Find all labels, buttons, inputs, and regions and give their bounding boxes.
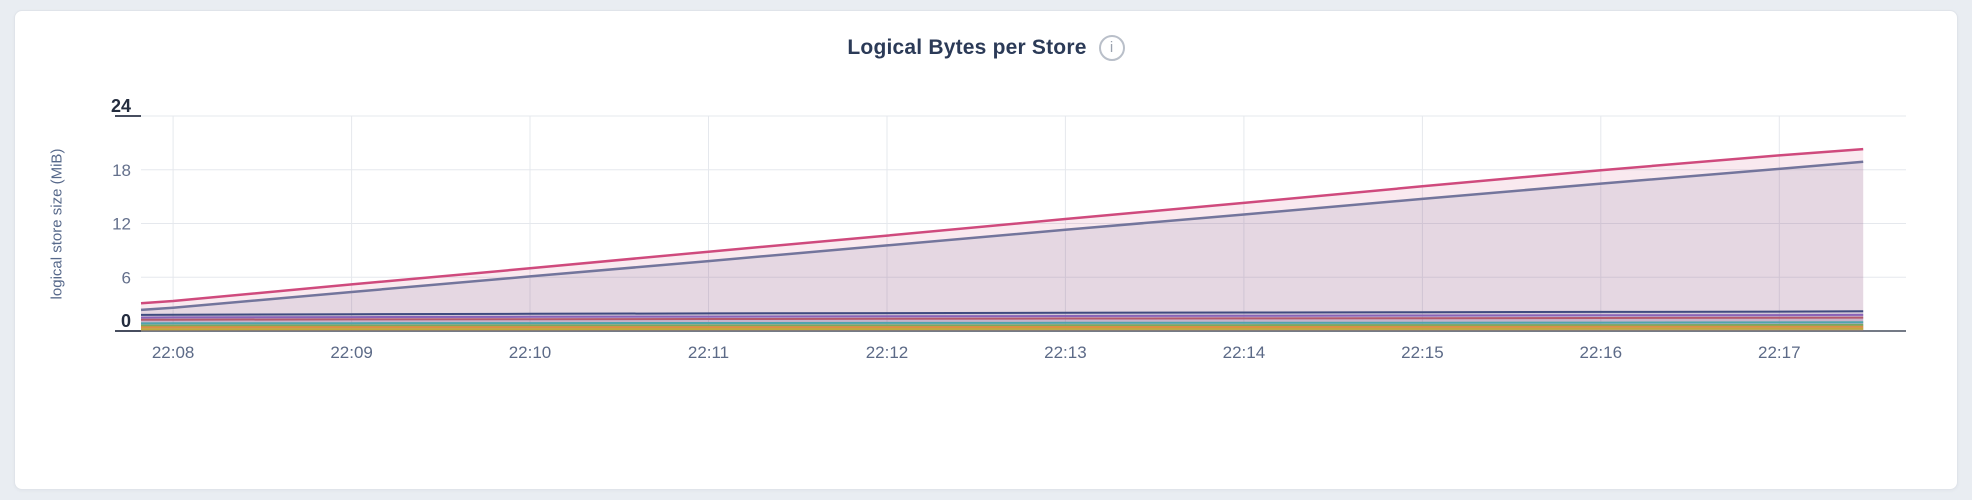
info-icon[interactable]: i xyxy=(1098,35,1125,61)
svg-text:22:09: 22:09 xyxy=(330,343,373,362)
svg-text:24: 24 xyxy=(111,96,131,116)
svg-text:6: 6 xyxy=(122,268,131,287)
svg-text:22:14: 22:14 xyxy=(1223,343,1266,362)
svg-text:22:17: 22:17 xyxy=(1758,343,1801,362)
svg-text:22:11: 22:11 xyxy=(688,343,729,362)
chart-card: Logical Bytes per Store i logical store … xyxy=(14,10,1958,490)
svg-text:0: 0 xyxy=(121,311,131,331)
svg-text:22:13: 22:13 xyxy=(1044,343,1087,362)
svg-text:22:15: 22:15 xyxy=(1401,343,1444,362)
svg-text:22:10: 22:10 xyxy=(509,343,552,362)
svg-text:22:12: 22:12 xyxy=(866,343,909,362)
y-axis-label: logical store size (MiB) xyxy=(48,148,66,300)
svg-text:22:16: 22:16 xyxy=(1580,343,1623,362)
line-area-chart[interactable]: 22:08 22:09 22:10 22:11 22:12 22:13 22:14 22:15… xyxy=(15,11,1957,489)
svg-text:18: 18 xyxy=(112,161,131,180)
chart-header: Logical Bytes per Store i xyxy=(15,35,1957,61)
svg-text:12: 12 xyxy=(112,215,131,234)
svg-text:22:08: 22:08 xyxy=(152,343,195,362)
chart-title: Logical Bytes per Store xyxy=(847,36,1087,59)
